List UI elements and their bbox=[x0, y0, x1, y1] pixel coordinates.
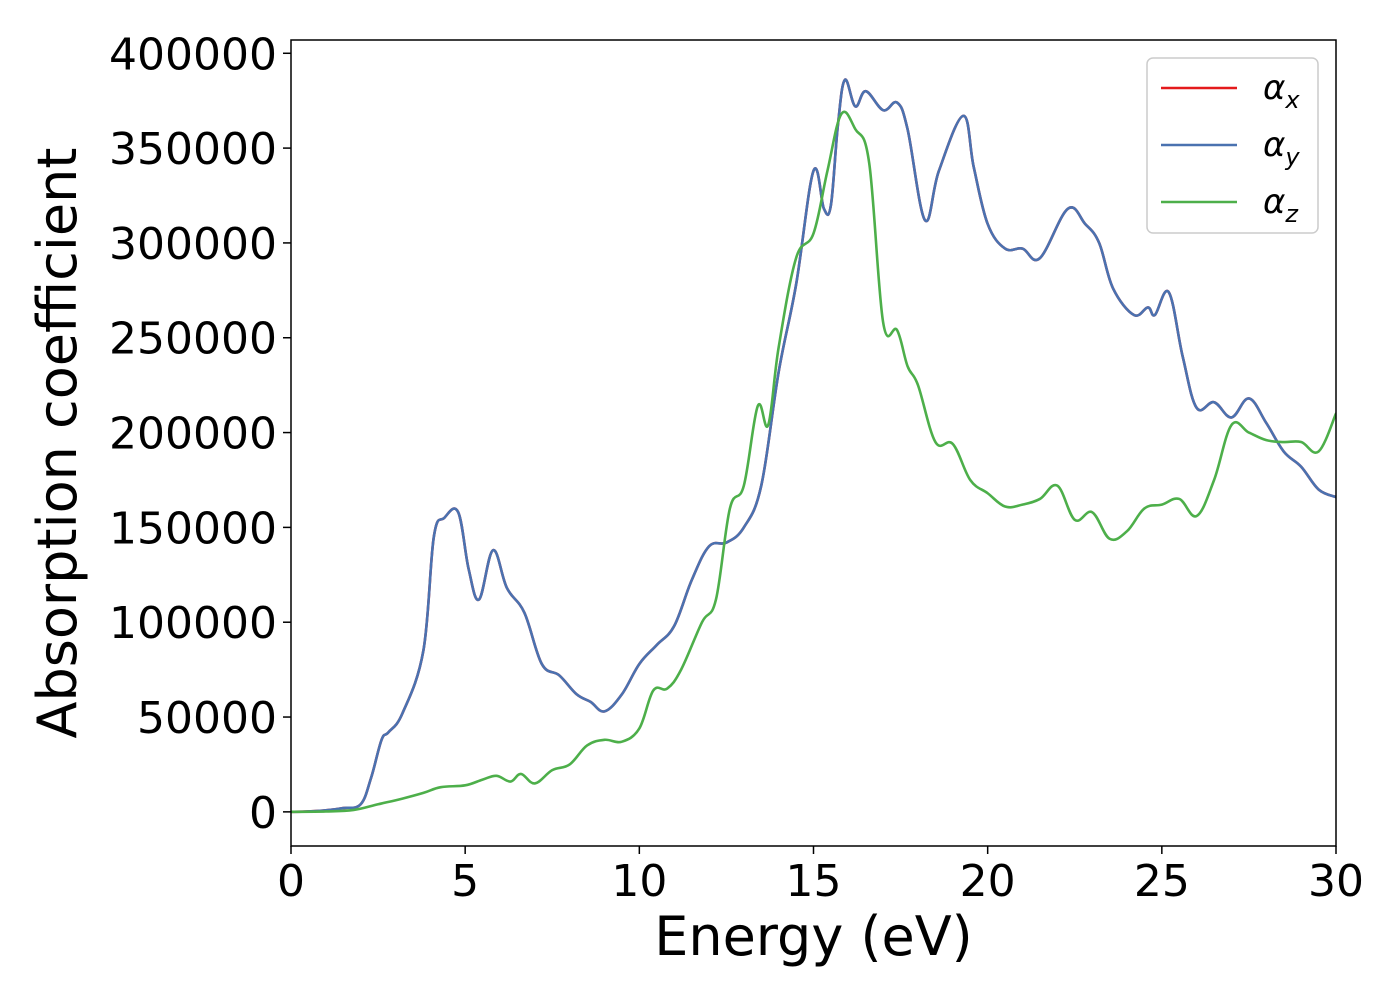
legend-label: αz bbox=[1263, 182, 1299, 228]
series-line-z bbox=[291, 110, 1336, 814]
x-tick-label: 25 bbox=[1134, 856, 1190, 907]
y-tick-label: 100000 bbox=[109, 598, 277, 649]
x-axis-ticks: 0 5 10 15 20 25 30 bbox=[277, 846, 1364, 907]
x-tick-label: 20 bbox=[960, 856, 1016, 907]
series-line-y bbox=[291, 78, 1336, 814]
x-axis-label: Energy (eV) bbox=[654, 905, 973, 968]
legend-label: αx bbox=[1263, 68, 1300, 114]
x-tick-label: 15 bbox=[786, 856, 842, 907]
legend: αx αy αz bbox=[1146, 57, 1319, 234]
x-tick-label: 5 bbox=[451, 856, 479, 907]
y-tick-label: 300000 bbox=[109, 219, 277, 270]
legend-label: αy bbox=[1263, 125, 1300, 171]
y-tick-label: 350000 bbox=[109, 124, 277, 175]
series-layer bbox=[291, 78, 1336, 814]
legend-entry-z: αz bbox=[1161, 182, 1299, 228]
y-axis-ticks: 0 50000 100000 150000 200000 250000 300000 3500… bbox=[109, 29, 291, 839]
y-tick-label: 400000 bbox=[109, 29, 277, 80]
y-tick-label: 200000 bbox=[109, 409, 277, 460]
legend-entry-x: αx bbox=[1161, 68, 1300, 114]
x-tick-label: 0 bbox=[277, 856, 305, 907]
x-tick-label: 10 bbox=[611, 856, 667, 907]
y-tick-label: 50000 bbox=[137, 693, 277, 744]
y-tick-label: 150000 bbox=[109, 503, 277, 554]
legend-entry-y: αy bbox=[1161, 125, 1300, 171]
x-tick-label: 30 bbox=[1308, 856, 1364, 907]
y-tick-label: 250000 bbox=[109, 314, 277, 365]
y-axis-label: Absorption coefficient bbox=[26, 148, 89, 739]
y-tick-label: 0 bbox=[249, 788, 277, 839]
